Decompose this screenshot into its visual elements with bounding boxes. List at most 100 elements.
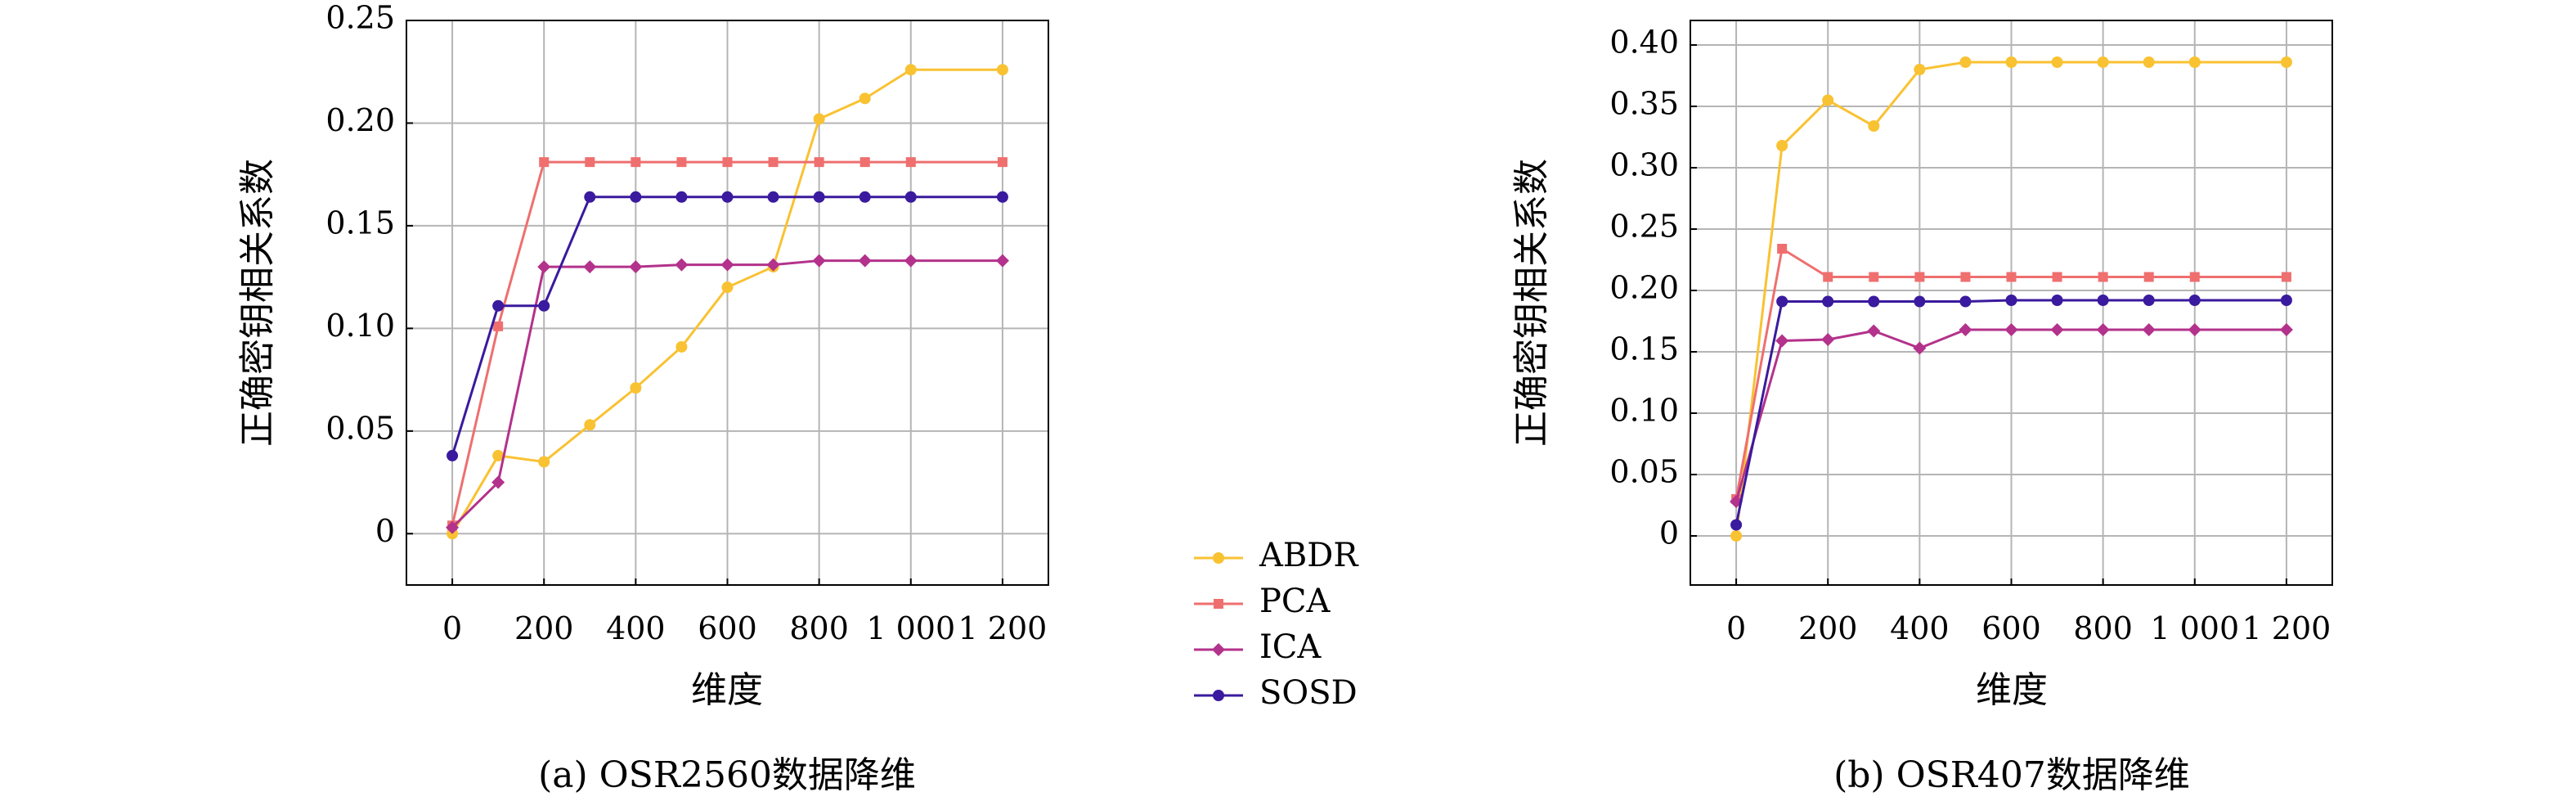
point-abdr-b [2097,56,2109,68]
legend-marker-abdr [1213,552,1224,564]
x-tick-label-a: 1 200 [958,610,1048,646]
point-sosd-b [1868,295,1880,308]
point-abdr-a [630,382,642,394]
point-pca-b [1960,272,1971,282]
y-tick-label-a: 0.25 [325,0,395,36]
point-ica-b [1821,333,1835,346]
panel-b: 0 200 400 600 800 1 000 1 200 0 0.05 0.10 0.15 0.20… [1511,20,2333,796]
point-sosd-a [675,191,688,203]
caption-a: (a) OSR2560数据降维 [538,754,916,796]
x-tick-label-b: 200 [1798,610,1858,646]
legend: ABDR PCA ICA SOSD [1194,537,1359,712]
point-sosd-a [630,191,642,203]
x-tick-label-b: 800 [2073,610,2133,646]
point-abdr-a [584,419,596,431]
y-tick-label-a: 0.05 [325,410,395,446]
legend-marker-pca [1214,599,1223,609]
point-pca-a [722,157,733,168]
y-tick-label-b: 0.10 [1609,393,1679,429]
point-abdr-a [538,456,550,468]
x-tick-label-a: 400 [606,610,666,646]
point-pca-b [2281,272,2291,282]
y-tick-label-b: 0.40 [1609,25,1679,61]
point-pca-b [1777,244,1788,254]
point-sosd-b [1914,295,1926,308]
point-ica-a [629,260,643,274]
point-ica-a [583,260,597,274]
y-tick-label-b: 0.20 [1609,270,1679,306]
point-sosd-a [813,191,825,203]
legend-marker-sosd [1213,690,1224,701]
caption-b: (b) OSR407数据降维 [1833,754,2190,796]
point-abdr-b [1868,120,1880,132]
series-a [446,64,1009,540]
point-ica-b [2188,323,2201,336]
point-abdr-b [1959,56,1972,68]
point-pca-a [585,157,595,168]
x-tick-label-b: 400 [1890,610,1950,646]
point-pca-b [1914,272,1925,282]
plot-frame-a [406,20,1049,586]
point-pca-b [1869,272,1879,282]
legend-marker-ica [1212,643,1225,656]
series-line-abdr-a [451,68,1003,535]
x-tick-label-a: 0 [442,610,462,646]
point-ica-a [720,258,734,272]
point-pca-b [2052,272,2062,282]
y-tick-label-b: 0.35 [1609,86,1679,122]
point-abdr-b [1730,530,1743,542]
point-pca-b [2143,272,2154,282]
point-sosd-b [2143,295,2155,306]
x-tick-label-b: 1 000 [2150,610,2239,646]
point-sosd-a [859,191,871,203]
point-pca-a [539,157,550,168]
x-tick-label-b: 0 [1726,610,1746,646]
x-tick-label-a: 800 [789,610,849,646]
series-line-abdr-b [1735,61,2287,537]
point-pca-a [493,321,504,331]
point-pca-a [859,157,870,168]
point-sosd-a [904,191,917,203]
series-line-sosd-a [451,196,1003,457]
point-ica-a [537,260,551,274]
plot-frame-b [1690,20,2333,586]
point-sosd-a [721,191,734,203]
point-pca-a [768,157,779,168]
y-tick-label-b: 0.15 [1609,331,1679,367]
legend-label-abdr: ABDR [1259,537,1359,574]
y-tick-label-b: 0 [1659,515,1679,551]
point-abdr-a [492,449,505,461]
point-abdr-b [2280,56,2292,68]
series-b [1730,56,2293,542]
series-line-ica-a [451,259,1003,529]
xlabel-b: 维度 [1976,669,2048,711]
point-pca-a [631,157,641,168]
point-abdr-a [675,340,688,353]
x-tick-label-a: 600 [698,610,757,646]
point-sosd-a [584,191,596,203]
point-sosd-b [1730,519,1743,531]
point-abdr-b [2005,56,2017,68]
point-abdr-a [996,64,1008,76]
point-pca-a [676,157,687,168]
x-tick-label-a: 200 [514,610,574,646]
point-abdr-a [859,92,871,105]
point-pca-b [2006,272,2017,282]
point-sosd-b [2097,295,2109,306]
point-abdr-b [1776,140,1788,151]
y-tick-label-b: 0.30 [1609,147,1679,183]
point-ica-b [1775,334,1789,348]
series-line-ica-b [1735,328,2287,502]
legend-label-pca: PCA [1259,583,1331,620]
x-tick-label-b: 600 [1981,610,2041,646]
point-pca-b [2189,272,2200,282]
point-ica-b [2279,323,2293,336]
x-tick-label-b: 1 200 [2242,610,2331,646]
y-tick-label-b: 0.05 [1609,454,1679,490]
point-ica-b [2050,323,2064,336]
point-sosd-a [492,299,505,312]
point-pca-b [1823,272,1833,282]
ylabel-a: 正确密钥相关系数 [237,159,279,447]
point-ica-a [812,254,826,268]
